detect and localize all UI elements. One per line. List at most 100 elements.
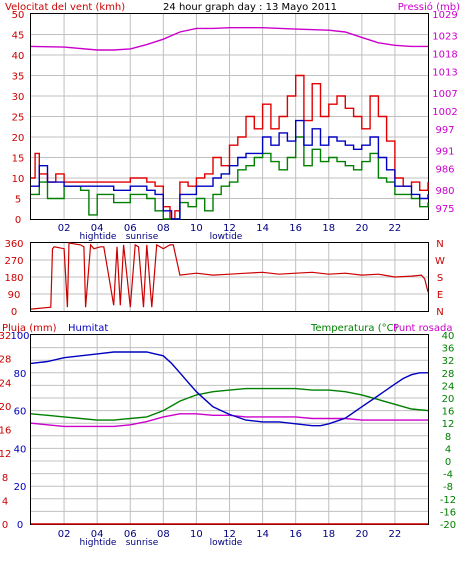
- compass-tick-label: N: [436, 307, 443, 318]
- wind-panel-frame: [30, 13, 429, 220]
- x-tick-label: 20: [355, 223, 368, 234]
- temperature-y-tick-label: 32: [442, 356, 455, 367]
- wind-direction-series-line: [30, 242, 429, 310]
- wind-y-tick-label: 45: [12, 31, 25, 42]
- x-tick-label-bottom: 20: [355, 529, 368, 540]
- compass-tick-label: E: [437, 290, 443, 301]
- temperature-series-line: [30, 387, 429, 421]
- rain-y-tick-label: 0: [2, 520, 8, 531]
- temperature-y-tick-label: 16: [442, 407, 455, 418]
- humidity-y-tick-label: 60: [14, 407, 27, 418]
- x-tick-label-bottom: 02: [58, 529, 71, 540]
- temperature-y-tick-label: -4: [443, 470, 453, 481]
- wind-min-series-line: [31, 136, 429, 220]
- pressure-label: Pressió (mb): [398, 1, 460, 13]
- pressure-y-tick-label: 997: [435, 125, 454, 136]
- x-tick-label: 10: [190, 223, 203, 234]
- wind-y-tick-label: 5: [15, 195, 21, 206]
- humidity-y-tick-label: 100: [10, 331, 29, 342]
- rain-y-tick-label: 20: [0, 402, 11, 413]
- pressure-y-tick-label: 1007: [432, 89, 457, 100]
- humidity-series-line: [30, 351, 428, 427]
- temperature-y-tick-label: -20: [440, 520, 456, 531]
- pressure-y-tick-label: 1002: [432, 107, 457, 118]
- x-tick-label: 12: [223, 223, 236, 234]
- rain-y-tick-label: 12: [0, 449, 11, 460]
- pressure-y-tick-label: 986: [435, 165, 454, 176]
- temperature-label: Temperatura (°C): [310, 323, 398, 334]
- temperature-y-tick-label: -12: [440, 495, 456, 506]
- temperature-y-tick-label: 36: [442, 344, 455, 355]
- x-tick-label: 18: [322, 223, 335, 234]
- x-tick-label: 14: [256, 223, 269, 234]
- temperature-y-tick-label: 0: [445, 457, 451, 468]
- wind-speed-label: Velocitat del vent (kmh): [5, 2, 125, 13]
- x-tick-label-bottom: 22: [389, 529, 402, 540]
- wind-y-tick-label: 15: [12, 154, 25, 165]
- temperature-y-tick-label: 4: [445, 444, 451, 455]
- x-tick-label-bottom: 12: [223, 529, 236, 540]
- direction-y-tick-label: 90: [8, 290, 21, 301]
- direction-y-tick-label: 180: [4, 273, 23, 284]
- rain-label: Pluja (mm): [2, 323, 57, 334]
- direction-y-tick-label: 270: [4, 256, 23, 267]
- wind-y-tick-label: 30: [12, 92, 25, 103]
- sunrise-label-bottom: sunrise: [126, 538, 159, 548]
- humidity-y-tick-label: 80: [14, 369, 27, 380]
- wind-y-tick-label: 35: [12, 72, 25, 83]
- lowtide-label: lowtide: [210, 232, 243, 242]
- rain-y-tick-label: 4: [2, 496, 8, 507]
- x-tick-label: 06: [124, 223, 137, 234]
- x-tick-label-bottom: 16: [289, 529, 302, 540]
- compass-tick-label: N: [436, 239, 443, 250]
- wind-y-tick-label: 10: [12, 174, 25, 185]
- pressure-y-tick-label: 1013: [432, 68, 457, 79]
- temperature-y-tick-label: -8: [443, 482, 453, 493]
- temperature-y-tick-label: 24: [442, 381, 455, 392]
- compass-tick-label: S: [437, 273, 443, 284]
- wind-avg-series-line: [31, 119, 429, 220]
- x-tick-label-bottom: 04: [91, 529, 104, 540]
- humidity-y-tick-label: 0: [17, 520, 23, 531]
- direction-y-tick-label: 360: [4, 239, 23, 250]
- wind-y-tick-label: 40: [12, 51, 25, 62]
- x-tick-label: 02: [58, 223, 71, 234]
- pressure-y-tick-label: 1018: [432, 50, 457, 61]
- humidity-label: Humitat: [68, 323, 108, 334]
- direction-y-tick-label: 0: [11, 307, 17, 318]
- hightide-label: hightide: [80, 232, 117, 242]
- humidity-y-tick-label: 40: [14, 444, 27, 455]
- compass-tick-label: W: [435, 256, 445, 267]
- x-tick-label: 04: [91, 223, 104, 234]
- x-tick-label-bottom: 18: [322, 529, 335, 540]
- rain-y-tick-label: 32: [0, 331, 11, 342]
- x-tick-label: 08: [157, 223, 170, 234]
- sunrise-label: sunrise: [126, 232, 159, 242]
- pressure-y-tick-label: 1029: [432, 10, 457, 21]
- lowtide-label-bottom: lowtide: [210, 538, 243, 548]
- x-tick-label-bottom: 06: [124, 529, 137, 540]
- pressure-series-line: [30, 27, 428, 51]
- dewpoint-label: Punt rosada: [393, 323, 452, 334]
- wind-max-series-line: [31, 74, 429, 220]
- rain-y-tick-label: 28: [0, 355, 11, 366]
- rain-y-tick-label: 16: [0, 426, 11, 437]
- temperature-y-tick-label: 12: [442, 419, 455, 430]
- hightide-label-bottom: hightide: [80, 538, 117, 548]
- x-tick-label-bottom: 08: [157, 529, 170, 540]
- rain-y-tick-label: 8: [2, 473, 8, 484]
- pressure-y-tick-label: 991: [435, 147, 454, 158]
- x-tick-label-bottom: 14: [256, 529, 269, 540]
- x-tick-label-bottom: 10: [190, 529, 203, 540]
- pressure-y-tick-label: 975: [435, 204, 454, 215]
- temperature-y-tick-label: 20: [442, 394, 455, 405]
- temperature-y-tick-label: 40: [442, 331, 455, 342]
- wind-y-tick-label: 25: [12, 113, 25, 124]
- wind-y-tick-label: 20: [12, 133, 25, 144]
- graph-title: 24 hour graph day : 13 Mayo 2011: [163, 2, 337, 13]
- x-tick-label: 22: [389, 223, 402, 234]
- wind-y-tick-label: 50: [12, 10, 25, 21]
- rain-y-tick-label: 24: [0, 378, 11, 389]
